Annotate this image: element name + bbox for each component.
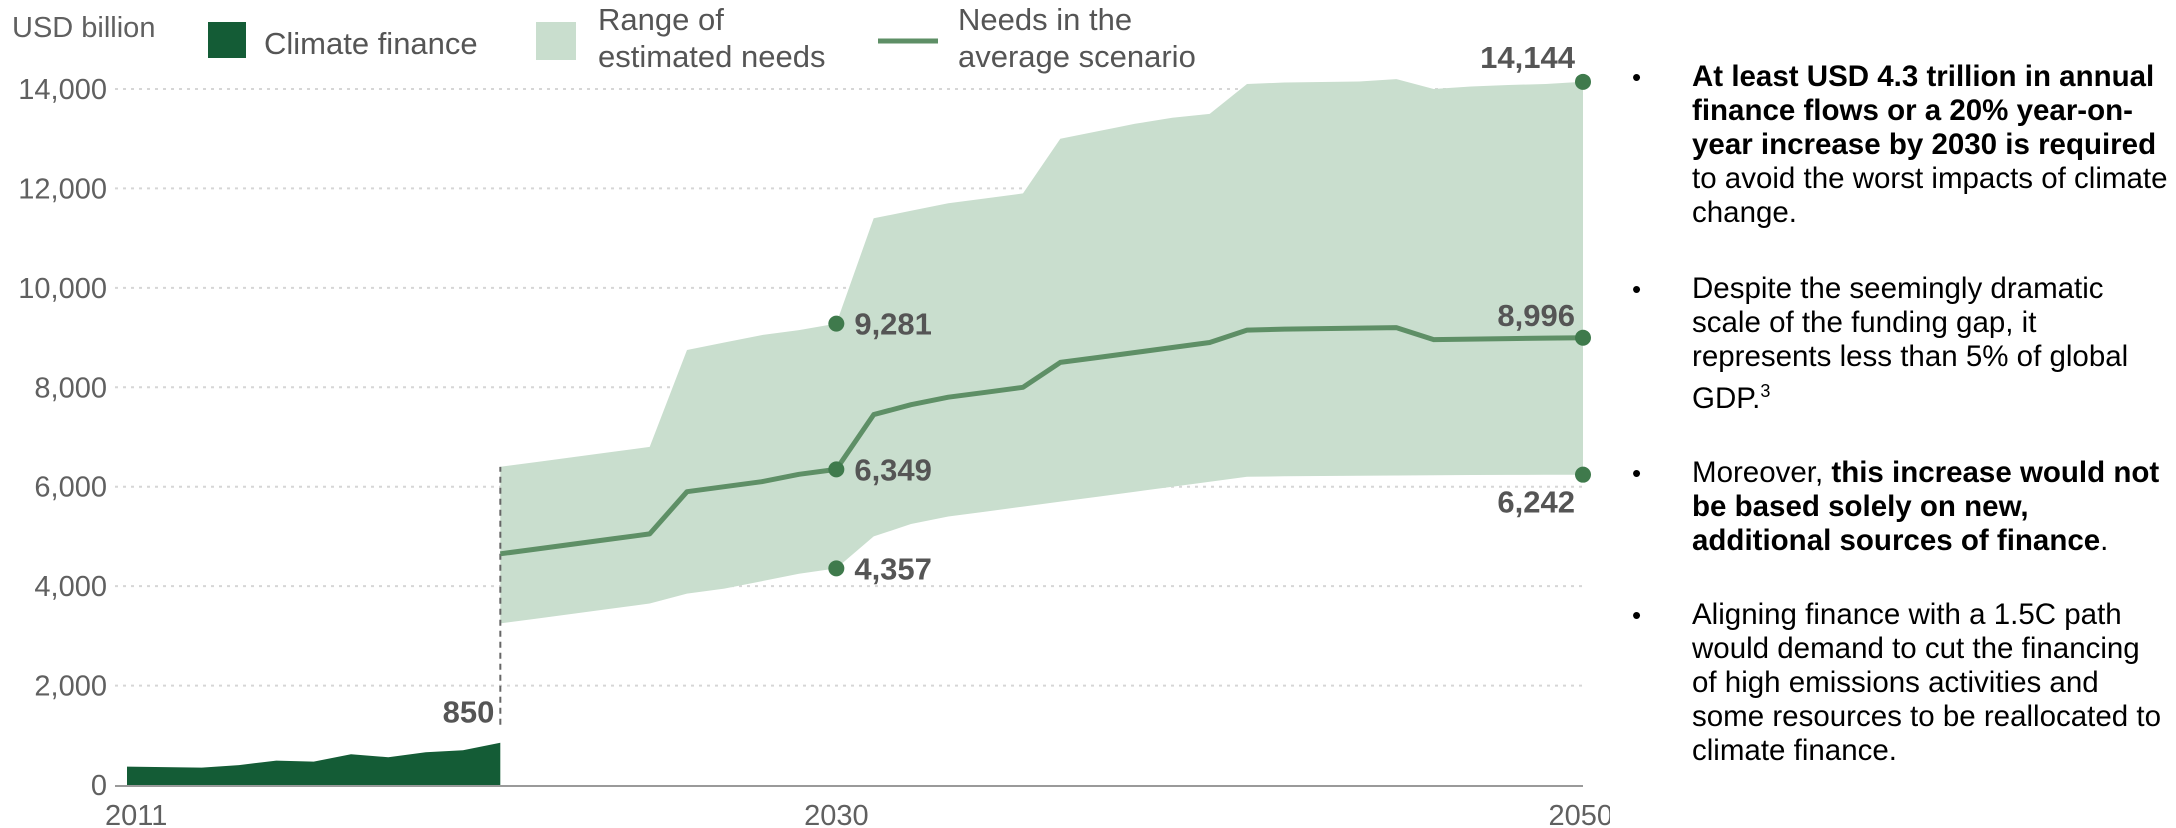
data-point-marker: [828, 461, 845, 478]
bullet-3-bold: this increase would not be based solely …: [1692, 455, 2160, 557]
data-point-marker: [1575, 329, 1591, 346]
bullet-4: Aligning finance with a 1.5C path would …: [1620, 598, 2170, 768]
average-line: [499, 325, 1584, 557]
bullet-4-text: Aligning finance with a 1.5C path would …: [1692, 597, 2161, 767]
bullet-1-bold: At least USD 4.3 trillion in annual fina…: [1692, 60, 2157, 161]
data-point-marker: [1575, 73, 1591, 90]
bullet-1-rest: to avoid the worst impacts of climate ch…: [1692, 162, 2168, 229]
data-label: 4,357: [854, 551, 932, 586]
y-tick-label: 12,000: [18, 173, 107, 205]
x-tick-label: 2050: [1548, 800, 1610, 828]
data-label: 6,349: [854, 452, 932, 487]
range-band-area: [500, 79, 1583, 624]
footnote-ref: 3: [1760, 381, 1771, 401]
data-label: 14,144: [1480, 40, 1576, 75]
data-label: 6,242: [1497, 485, 1575, 520]
climate-finance-fill: [127, 742, 501, 785]
bullet-2-text: Despite the seemingly dramatic scale of …: [1692, 272, 2129, 415]
legend: USD billion Climate finance Range of estima…: [12, 2, 1196, 74]
bullet-3-rest: .: [2100, 523, 2109, 557]
unit-label: USD billion: [12, 12, 155, 44]
needs-range-band: [500, 79, 1583, 624]
y-tick-label: 8,000: [34, 372, 107, 404]
bullet-3-pre: Moreover,: [1692, 455, 1832, 489]
data-point-marker: [828, 315, 845, 332]
data-point-marker: [1575, 466, 1591, 483]
data-label: 850: [443, 695, 495, 730]
y-tick-label: 14,000: [18, 74, 107, 106]
y-tick-label: 10,000: [18, 273, 107, 305]
y-tick-label: 2,000: [34, 671, 107, 703]
data-label: 8,996: [1497, 298, 1575, 333]
legend-label: Range of estimated needs: [598, 2, 825, 74]
x-tick-label: 2011: [105, 800, 167, 828]
legend-label: Climate finance: [264, 26, 478, 61]
climate-finance-area: [127, 466, 502, 785]
y-tick-label: 6,000: [34, 472, 107, 504]
key-points-list: At least USD 4.3 trillion in annual fina…: [1620, 60, 2170, 768]
axes: 0 2,000 4,000 6,000 8,000 10,000 12,000 14,000 2…: [18, 74, 1610, 828]
bullet-1: At least USD 4.3 trillion in annual fina…: [1620, 60, 2170, 230]
average-scenario-line: [499, 325, 1584, 557]
data-label: 9,281: [854, 307, 932, 342]
annotations: 850 9,281 6,349 4,357 14,144 8,996 6,242: [443, 40, 1591, 730]
legend-swatch-range: [536, 22, 576, 60]
bullet-3: Moreover, this increase would not be bas…: [1620, 456, 2170, 558]
climate-finance-chart: 0 2,000 4,000 6,000 8,000 10,000 12,000 14,000 2…: [12, 2, 1610, 828]
legend-swatch-finance: [208, 22, 246, 58]
y-tick-label: 4,000: [34, 571, 107, 603]
y-tick-label: 0: [91, 770, 107, 802]
bullet-2: Despite the seemingly dramatic scale of …: [1620, 272, 2170, 416]
legend-label: Needs in the average scenario: [958, 2, 1196, 74]
x-tick-label: 2030: [804, 800, 869, 828]
data-point-marker: [828, 560, 845, 577]
